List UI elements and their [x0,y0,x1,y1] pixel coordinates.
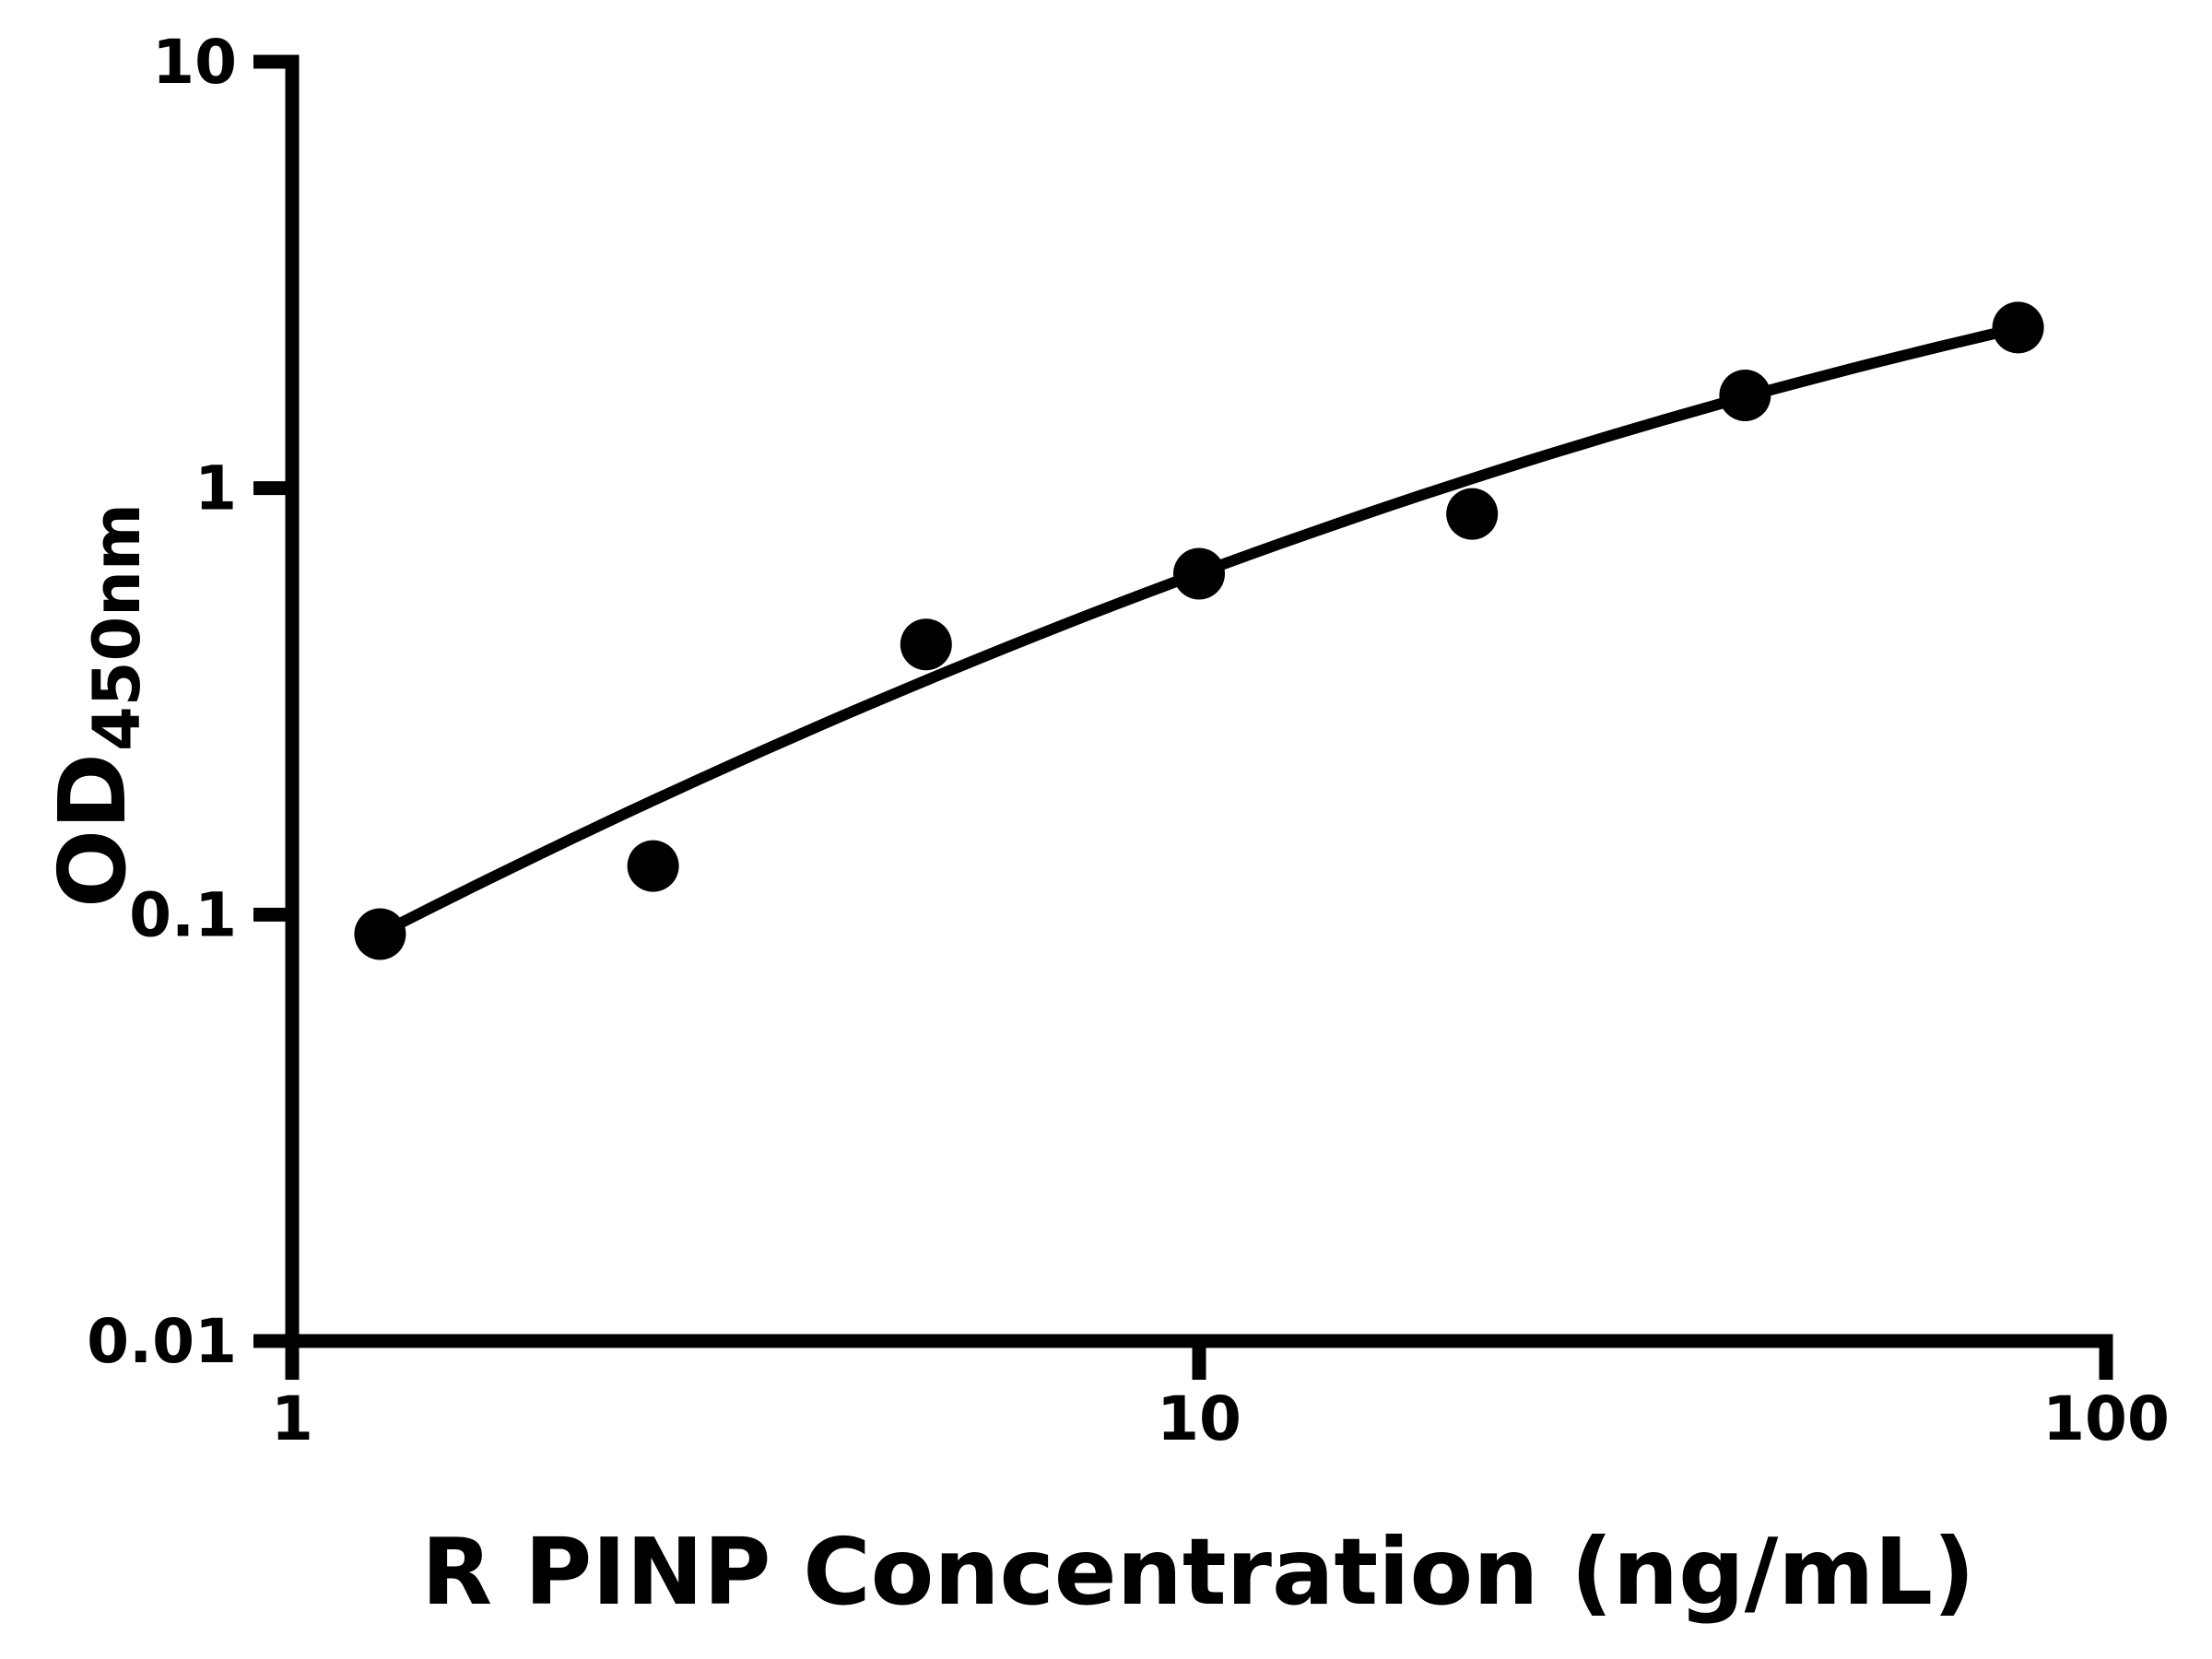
fitted-curve-line [374,323,2024,939]
data-point [627,840,679,892]
data-point [354,908,406,960]
y-tick-label: 1 [194,453,237,524]
y-axis-title: OD450nm [39,503,155,908]
y-axis-title-subscript: 450nm [79,503,155,751]
data-point [1446,488,1499,540]
y-tick-label: 10 [152,27,237,98]
data-points [354,301,2044,960]
x-axis-tick-labels: 1 10 100 [271,1383,2170,1454]
data-point [1992,301,2044,354]
y-tick-label: 0.01 [87,1306,237,1377]
data-point [900,618,952,671]
y-tick-label: 0.1 [129,879,237,950]
x-tick-label: 100 [2042,1383,2170,1454]
data-point [1719,370,1771,421]
x-tick-label: 1 [271,1383,313,1454]
data-point [1173,547,1225,600]
x-axis-title: R PINP Concentration (ng/mL) [421,1518,1975,1626]
y-axis-ticks [253,54,292,1348]
x-tick-label: 10 [1157,1383,1241,1454]
y-axis-title-main: OD [39,753,147,908]
y-axis-tick-labels: 10 1 0.1 0.01 [87,27,237,1377]
